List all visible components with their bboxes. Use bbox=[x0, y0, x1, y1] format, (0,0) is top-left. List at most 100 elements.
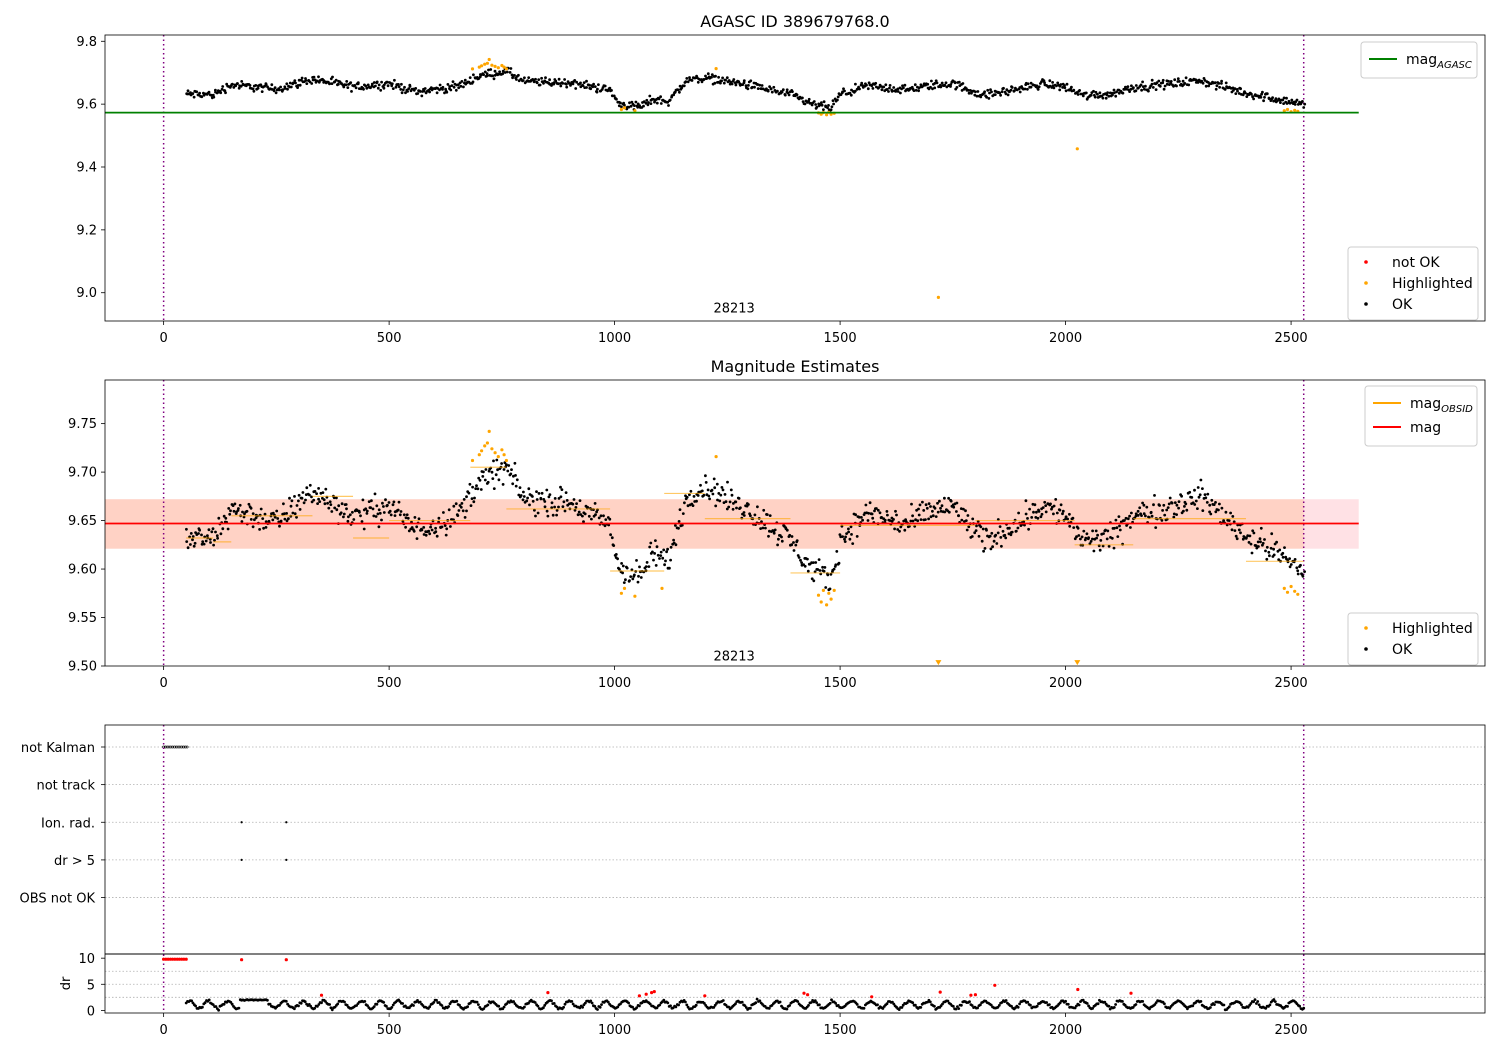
dr-ok-point bbox=[542, 1006, 545, 1010]
dr-flagged-point bbox=[162, 957, 166, 961]
ok-point bbox=[399, 510, 403, 513]
ok-point bbox=[608, 517, 612, 521]
ok-point bbox=[444, 533, 448, 537]
ok-point bbox=[482, 470, 485, 474]
ok-point bbox=[400, 82, 403, 86]
ok-point bbox=[406, 516, 410, 520]
ok-point bbox=[311, 78, 315, 82]
ok-point bbox=[616, 557, 619, 561]
legend-label-subscript: AGASC bbox=[1436, 60, 1472, 71]
ok-point bbox=[301, 491, 305, 494]
dr-ok-point bbox=[475, 1000, 479, 1004]
ok-point bbox=[1036, 88, 1040, 91]
ok-point bbox=[959, 507, 963, 510]
ok-point bbox=[1142, 87, 1146, 91]
ok-point bbox=[298, 83, 302, 87]
ok-point bbox=[514, 484, 518, 488]
ok-point bbox=[1303, 570, 1306, 573]
ok-point bbox=[832, 102, 835, 106]
ok-point bbox=[627, 105, 631, 109]
ok-point bbox=[374, 515, 378, 518]
highlighted-point bbox=[490, 63, 494, 67]
ok-point bbox=[1218, 502, 1221, 506]
ok-point bbox=[1068, 512, 1071, 516]
ok-point bbox=[1040, 80, 1043, 84]
ok-point bbox=[251, 525, 255, 529]
flag-point bbox=[183, 745, 187, 749]
ok-point bbox=[979, 525, 983, 529]
dr-ok-point bbox=[1273, 1000, 1277, 1003]
ok-point bbox=[686, 80, 690, 84]
ok-point bbox=[1076, 93, 1080, 96]
ok-point bbox=[672, 538, 675, 542]
ok-point bbox=[975, 524, 978, 528]
ok-point bbox=[899, 91, 902, 95]
highlighted-point bbox=[500, 63, 504, 68]
ok-point bbox=[662, 548, 666, 552]
ok-point bbox=[515, 478, 519, 482]
legend-point-label: OK bbox=[1392, 642, 1413, 658]
dr-ok-point bbox=[606, 1000, 610, 1004]
ok-point bbox=[317, 497, 320, 501]
highlighted-point bbox=[504, 67, 508, 71]
ok-point bbox=[526, 496, 529, 500]
dr-ok-point bbox=[740, 1000, 744, 1004]
dr-ok-point bbox=[830, 998, 833, 1002]
ok-point bbox=[853, 89, 857, 93]
dr-ok-point bbox=[834, 1001, 837, 1005]
dr-ok-point bbox=[447, 1005, 450, 1008]
ok-point bbox=[487, 68, 490, 72]
ok-point bbox=[186, 89, 190, 93]
ok-point bbox=[912, 89, 916, 92]
ok-point bbox=[571, 82, 575, 86]
ok-point bbox=[404, 525, 407, 529]
ok-point bbox=[478, 478, 482, 482]
ok-point bbox=[539, 497, 543, 501]
flag-point bbox=[240, 858, 243, 862]
ok-point bbox=[998, 525, 1002, 528]
ok-point bbox=[574, 506, 578, 509]
ok-point bbox=[232, 509, 236, 513]
ok-point bbox=[347, 515, 350, 519]
ok-point bbox=[628, 579, 631, 582]
ok-point bbox=[503, 71, 507, 74]
ok-point bbox=[407, 529, 411, 533]
dr-tick-label: 10 bbox=[78, 952, 95, 967]
ok-point bbox=[690, 79, 694, 82]
ok-point bbox=[321, 491, 325, 494]
panel-2-plot-area: 0 500 1000 1500 2000 25009.509.559.609.659.70… bbox=[68, 379, 1486, 691]
ok-point bbox=[408, 85, 412, 88]
dr-ok-point bbox=[703, 1002, 706, 1005]
ok-point bbox=[591, 85, 595, 89]
ok-point bbox=[812, 561, 815, 564]
highlighted-point bbox=[496, 66, 500, 70]
dr-ok-point bbox=[458, 1003, 461, 1007]
ok-point bbox=[239, 84, 243, 88]
ok-point bbox=[812, 579, 816, 583]
ok-point bbox=[644, 101, 648, 105]
ok-point bbox=[382, 505, 385, 508]
ok-point bbox=[445, 527, 449, 531]
ok-point bbox=[770, 90, 774, 94]
ok-point bbox=[594, 513, 597, 517]
ok-point bbox=[394, 85, 398, 89]
ok-point bbox=[1257, 545, 1260, 548]
dr-ok-point bbox=[583, 1001, 587, 1005]
ok-point bbox=[860, 81, 864, 85]
ok-point bbox=[310, 82, 314, 85]
ok-point bbox=[628, 101, 631, 105]
ok-point bbox=[1190, 496, 1194, 499]
ok-point bbox=[930, 79, 933, 83]
ok-point bbox=[753, 513, 757, 517]
dr-ok-point bbox=[1114, 1003, 1117, 1006]
x-tick-label: 500 bbox=[377, 676, 402, 691]
dr-ok-point bbox=[266, 998, 269, 1002]
ok-point bbox=[781, 88, 785, 92]
ok-point bbox=[1121, 91, 1125, 95]
ok-point bbox=[273, 515, 277, 519]
ok-point bbox=[538, 83, 542, 87]
ok-point bbox=[1091, 537, 1094, 541]
x-tick-label: 1500 bbox=[824, 331, 857, 346]
ok-point bbox=[1256, 540, 1260, 544]
ok-point bbox=[335, 496, 338, 500]
